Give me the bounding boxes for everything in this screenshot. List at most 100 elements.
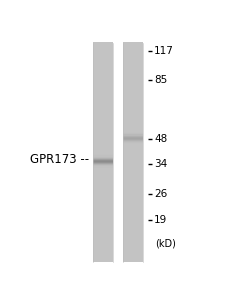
Bar <box>93 59 113 61</box>
Bar <box>93 251 113 253</box>
Bar <box>123 215 143 216</box>
Bar <box>93 103 113 105</box>
Bar <box>93 216 113 217</box>
Bar <box>93 193 113 194</box>
Bar <box>93 174 113 175</box>
Bar <box>93 172 113 173</box>
Bar <box>93 225 113 226</box>
Bar <box>93 183 113 184</box>
Bar <box>123 84 143 85</box>
Bar <box>93 228 113 229</box>
Bar <box>93 245 113 246</box>
Bar <box>93 244 113 245</box>
Bar <box>93 115 113 116</box>
Bar <box>93 63 113 64</box>
Bar <box>93 101 113 103</box>
Bar <box>123 121 143 122</box>
Bar <box>93 84 113 85</box>
Bar <box>93 64 113 65</box>
Bar <box>93 42 113 43</box>
Bar <box>123 137 143 138</box>
Bar <box>93 155 113 157</box>
Bar <box>93 197 113 198</box>
Bar <box>93 182 113 183</box>
Bar <box>93 226 113 227</box>
Bar <box>93 142 113 143</box>
Bar <box>123 234 143 235</box>
Bar <box>93 129 113 130</box>
Bar <box>123 224 143 225</box>
Bar <box>93 227 113 228</box>
Bar <box>93 138 113 139</box>
Bar <box>93 162 113 163</box>
Bar <box>93 85 113 86</box>
Bar <box>93 45 113 46</box>
Bar <box>123 142 143 143</box>
Bar <box>93 232 113 234</box>
Bar <box>123 136 143 137</box>
Bar <box>93 186 113 188</box>
Bar <box>93 77 113 78</box>
Bar <box>93 98 113 99</box>
Bar <box>93 130 113 131</box>
Bar <box>93 105 113 106</box>
Bar <box>93 112 113 113</box>
Bar <box>93 131 113 132</box>
Bar <box>123 246 143 247</box>
Bar <box>93 141 113 142</box>
Bar <box>123 119 143 120</box>
Bar <box>93 136 113 137</box>
Bar <box>93 64 113 65</box>
Bar <box>93 112 113 113</box>
Bar <box>123 162 143 163</box>
Bar <box>93 79 113 80</box>
Bar <box>93 184 113 185</box>
Bar <box>93 149 113 150</box>
Bar <box>123 190 143 191</box>
Bar <box>123 75 143 76</box>
Bar <box>123 65 143 66</box>
Bar <box>93 151 113 152</box>
Bar <box>123 99 143 100</box>
Bar <box>93 138 113 139</box>
Bar <box>93 117 113 118</box>
Bar <box>123 185 143 186</box>
Bar <box>93 143 113 144</box>
Bar <box>93 158 113 159</box>
Bar <box>123 43 143 262</box>
Bar <box>123 254 143 255</box>
Bar <box>93 226 113 227</box>
Bar <box>123 244 143 245</box>
Bar <box>93 130 113 131</box>
Bar <box>93 218 113 219</box>
Bar <box>123 154 143 155</box>
Bar <box>93 239 113 240</box>
Bar <box>93 181 113 182</box>
Bar <box>123 201 143 202</box>
Bar <box>93 64 113 65</box>
Bar <box>123 167 143 169</box>
Bar <box>123 260 143 261</box>
Bar <box>123 50 143 51</box>
Bar <box>93 50 113 51</box>
Bar <box>123 51 143 52</box>
Bar <box>123 228 143 229</box>
Bar <box>123 131 143 132</box>
Bar <box>93 143 113 144</box>
Bar <box>93 222 113 223</box>
Bar <box>93 218 113 219</box>
Bar <box>93 186 113 188</box>
Text: 117: 117 <box>154 46 174 56</box>
Bar <box>123 232 143 234</box>
Bar <box>93 255 113 256</box>
Bar <box>93 222 113 223</box>
Bar <box>93 94 113 95</box>
Bar <box>93 131 113 132</box>
Bar <box>93 154 113 155</box>
Bar <box>93 118 113 119</box>
Bar <box>93 77 113 78</box>
Bar <box>93 57 113 59</box>
Bar <box>93 198 113 200</box>
Bar <box>93 151 113 152</box>
Bar <box>93 214 113 215</box>
